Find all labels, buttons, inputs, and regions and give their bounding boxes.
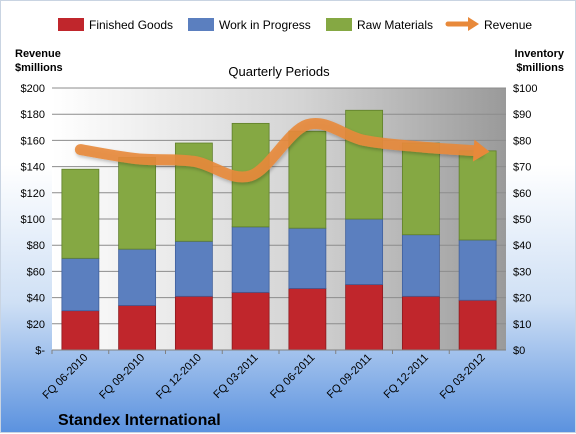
x-tick-label: FQ 03-2011 (211, 352, 260, 401)
left-tick-label: $120 (21, 188, 45, 200)
x-tick-label: FQ 09-2010 (97, 352, 147, 402)
right-tick-label: $90 (513, 109, 531, 121)
bar-finished-goods (402, 296, 439, 350)
legend-swatch-revenue (448, 17, 479, 31)
right-tick-label: $60 (513, 188, 531, 200)
x-tick-label: FQ 09-2011 (325, 352, 374, 401)
legend-swatch-finished-goods (58, 18, 84, 31)
left-tick-label: $140 (21, 162, 45, 174)
right-axis-title-line1: Inventory (514, 48, 564, 60)
legend: Finished Goods Work in Progress Raw Mate… (58, 17, 532, 32)
bar-work-in-progress (346, 219, 383, 285)
bar-work-in-progress (459, 240, 496, 300)
bar-finished-goods (232, 292, 269, 350)
bar-raw-materials (459, 151, 496, 240)
right-tick-label: $50 (513, 214, 531, 226)
company-name: Standex International (58, 412, 221, 429)
bar-finished-goods (62, 311, 99, 350)
left-tick-label: $160 (21, 135, 45, 147)
left-tick-label: $- (35, 345, 45, 357)
bar-finished-goods (175, 296, 212, 350)
left-tick-label: $20 (27, 319, 45, 331)
legend-swatch-raw-materials (326, 18, 352, 31)
bar-work-in-progress (402, 235, 439, 297)
x-tick-label: FQ 06-2010 (41, 352, 91, 402)
legend-label-raw-materials: Raw Materials (357, 18, 433, 32)
x-tick-label: FQ 03-2012 (438, 352, 488, 402)
right-tick-label: $40 (513, 240, 531, 252)
bar-work-in-progress (62, 258, 99, 310)
right-tick-label: $10 (513, 319, 531, 331)
bar-finished-goods (459, 300, 496, 350)
legend-label-revenue: Revenue (484, 18, 532, 32)
left-axis-title-line2: $millions (15, 62, 63, 74)
right-tick-label: $80 (513, 135, 531, 147)
left-tick-label: $180 (21, 109, 45, 121)
chart-title: Quarterly Periods (228, 64, 330, 79)
left-tick-label: $60 (27, 266, 45, 278)
legend-swatch-work-in-progress (188, 18, 214, 31)
bar-raw-materials (346, 110, 383, 219)
x-tick-label: FQ 12-2010 (154, 352, 204, 402)
left-axis-title-line1: Revenue (15, 48, 61, 60)
right-tick-label: $20 (513, 293, 531, 305)
left-tick-label: $200 (21, 83, 45, 95)
right-axis-ticks: $0 $10 $20 $30 $40 $50 $60 $70 $80 $90 $100 (513, 83, 537, 357)
left-tick-label: $40 (27, 293, 45, 305)
bar-finished-goods (119, 305, 156, 350)
right-axis-title-line2: $millions (516, 62, 564, 74)
bar-work-in-progress (289, 228, 326, 288)
left-tick-label: $100 (21, 214, 45, 226)
left-tick-label: $80 (27, 240, 45, 252)
bar-finished-goods (346, 285, 383, 351)
legend-label-work-in-progress: Work in Progress (219, 18, 311, 32)
bar-work-in-progress (175, 241, 212, 296)
bar-finished-goods (289, 288, 326, 350)
right-tick-label: $70 (513, 162, 531, 174)
right-tick-label: $0 (513, 345, 525, 357)
bar-raw-materials (402, 143, 439, 235)
x-tick-label: FQ 12-2011 (382, 352, 431, 401)
bar-raw-materials (62, 169, 99, 258)
x-tick-label: FQ 06-2011 (268, 352, 317, 401)
legend-label-finished-goods: Finished Goods (89, 18, 173, 32)
bar-raw-materials (289, 131, 326, 228)
bar-work-in-progress (119, 249, 156, 305)
right-tick-label: $100 (513, 83, 537, 95)
bar-raw-materials (119, 157, 156, 249)
right-tick-label: $30 (513, 266, 531, 278)
bar-work-in-progress (232, 227, 269, 292)
left-axis-ticks: $- $20 $40 $60 $80 $100 $120 $140 $160 $180 $200 (21, 83, 46, 357)
